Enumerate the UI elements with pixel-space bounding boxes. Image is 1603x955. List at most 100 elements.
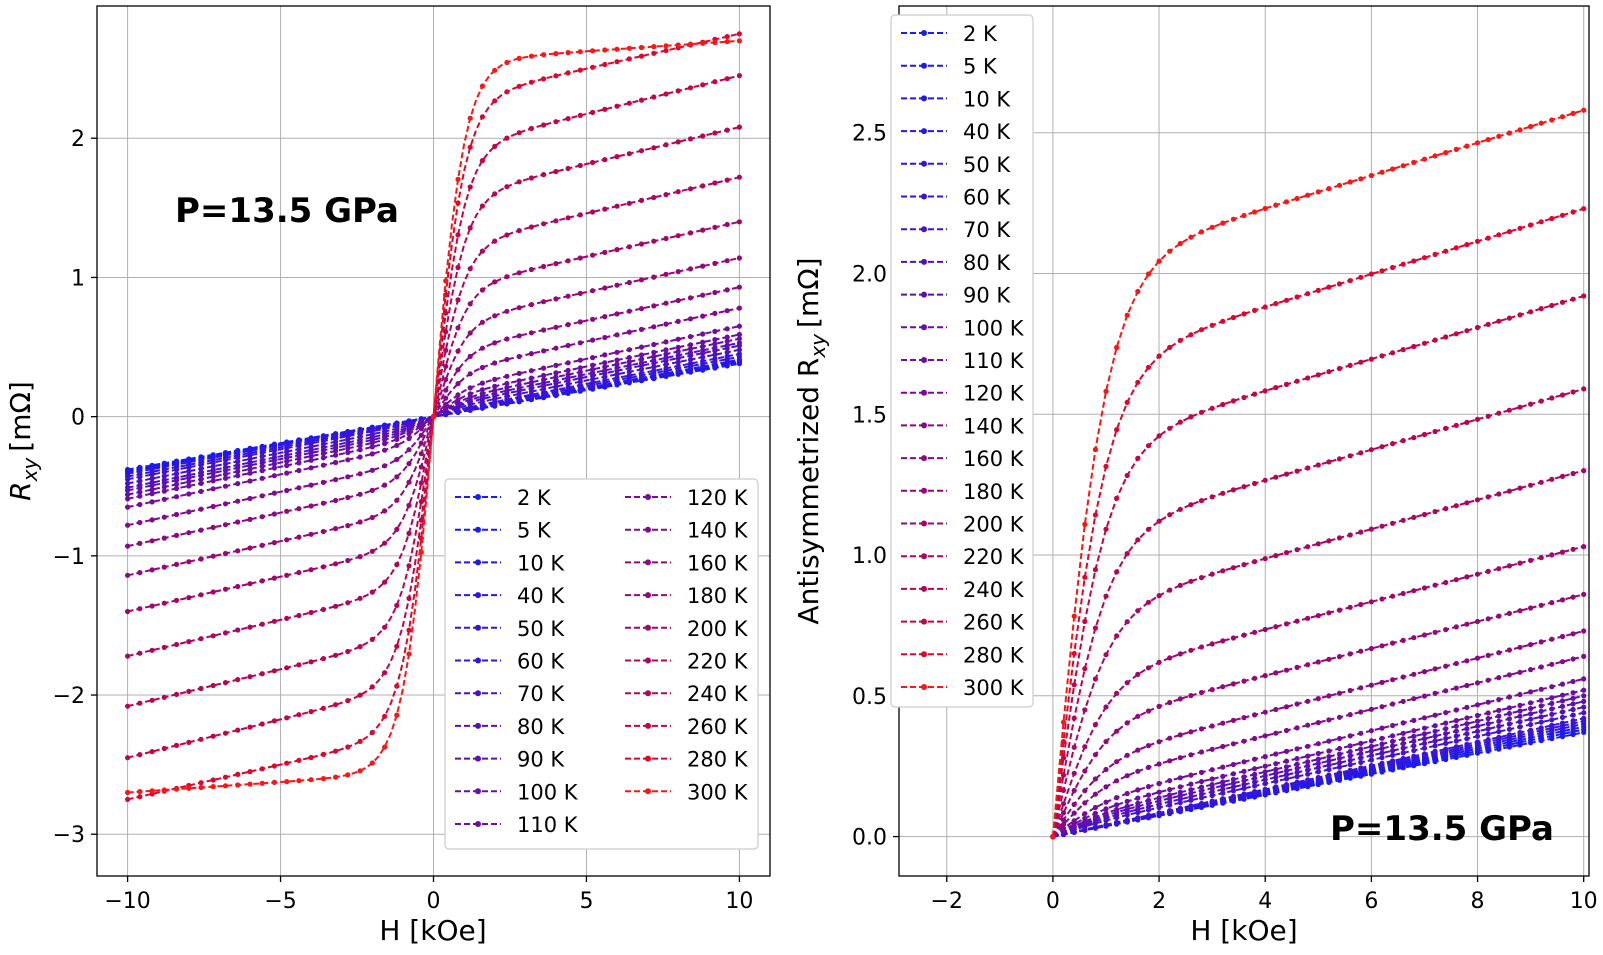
legend-label: 240 K (687, 682, 749, 706)
data-point (626, 100, 632, 106)
data-point (1305, 662, 1311, 668)
data-point (1177, 755, 1183, 761)
data-point (394, 562, 400, 568)
data-point (198, 476, 204, 482)
data-point (308, 453, 314, 459)
data-point (1156, 789, 1162, 795)
data-point (1294, 378, 1300, 384)
data-point (528, 302, 535, 308)
data-point (1581, 206, 1587, 212)
data-point (479, 203, 485, 209)
data-point (284, 537, 290, 543)
data-point (614, 282, 620, 288)
data-point (1198, 784, 1205, 790)
data-point (235, 468, 241, 475)
data-point (1379, 755, 1385, 761)
data-point (296, 485, 302, 491)
data-point (724, 326, 730, 332)
data-point (1060, 787, 1067, 793)
data-point (173, 467, 180, 473)
data-point (1390, 520, 1396, 526)
data-point (541, 372, 547, 379)
data-point (149, 499, 155, 505)
data-point (455, 367, 461, 373)
data-point (504, 356, 510, 363)
data-point (577, 112, 583, 118)
data-point (443, 387, 449, 393)
data-point (712, 341, 718, 347)
data-point (1071, 744, 1077, 750)
data-point (687, 357, 694, 363)
data-point (1443, 150, 1449, 156)
data-point (577, 212, 583, 218)
series-line (127, 325, 740, 509)
data-point (1411, 696, 1417, 702)
data-point (1273, 730, 1279, 736)
data-point (1559, 549, 1566, 555)
data-point (259, 671, 265, 677)
data-point (467, 144, 473, 150)
legend-swatch-marker (921, 193, 927, 200)
data-point (357, 519, 363, 525)
data-point (1124, 817, 1130, 823)
data-point (1581, 715, 1587, 721)
data-point (1347, 604, 1353, 610)
data-point (1368, 526, 1374, 532)
data-point (504, 184, 510, 190)
data-point (1305, 544, 1311, 550)
data-point (1305, 722, 1311, 728)
data-point (516, 305, 522, 311)
data-point (1528, 222, 1534, 228)
legend-swatch-marker (475, 559, 481, 566)
data-point (1581, 693, 1587, 699)
data-point (700, 354, 706, 360)
data-point (492, 238, 498, 244)
data-point (1443, 688, 1449, 694)
data-point (1124, 752, 1130, 758)
data-point (700, 40, 706, 46)
data-point (345, 698, 351, 704)
data-point (1570, 701, 1576, 707)
data-point (1326, 748, 1332, 754)
data-point (467, 353, 473, 359)
data-point (1464, 721, 1470, 727)
data-point (284, 760, 290, 766)
data-point (565, 360, 571, 366)
data-point (1273, 624, 1279, 630)
data-point (455, 348, 461, 354)
data-point (137, 519, 143, 526)
data-point (492, 383, 498, 389)
data-point (663, 347, 669, 353)
data-point (1358, 601, 1364, 608)
data-point (492, 143, 498, 149)
data-point (1230, 216, 1236, 222)
data-point (198, 636, 204, 642)
data-point (125, 504, 131, 510)
data-point (1453, 624, 1459, 630)
data-point (663, 300, 669, 306)
data-point (333, 561, 339, 567)
data-point (1305, 192, 1311, 198)
data-point (1432, 337, 1438, 343)
data-point (1103, 652, 1109, 658)
data-point (1570, 110, 1576, 116)
data-point (700, 292, 706, 298)
data-point (1390, 752, 1396, 758)
left-legend-item: 160 K (625, 551, 749, 575)
data-point (284, 487, 290, 494)
data-point (528, 368, 535, 374)
data-point (626, 362, 632, 368)
data-point (504, 89, 510, 95)
data-point (357, 595, 363, 601)
data-point (1464, 704, 1470, 711)
data-point (1464, 658, 1470, 664)
data-point (210, 470, 216, 476)
left-legend-item: 120 K (625, 486, 749, 510)
data-point (1124, 312, 1130, 318)
right-legend-item: 70 K (901, 218, 1011, 242)
data-point (357, 692, 363, 698)
data-point (1252, 675, 1258, 681)
data-point (1241, 791, 1247, 797)
data-point (455, 200, 461, 206)
left-y-tick-label: 2 (71, 127, 85, 152)
